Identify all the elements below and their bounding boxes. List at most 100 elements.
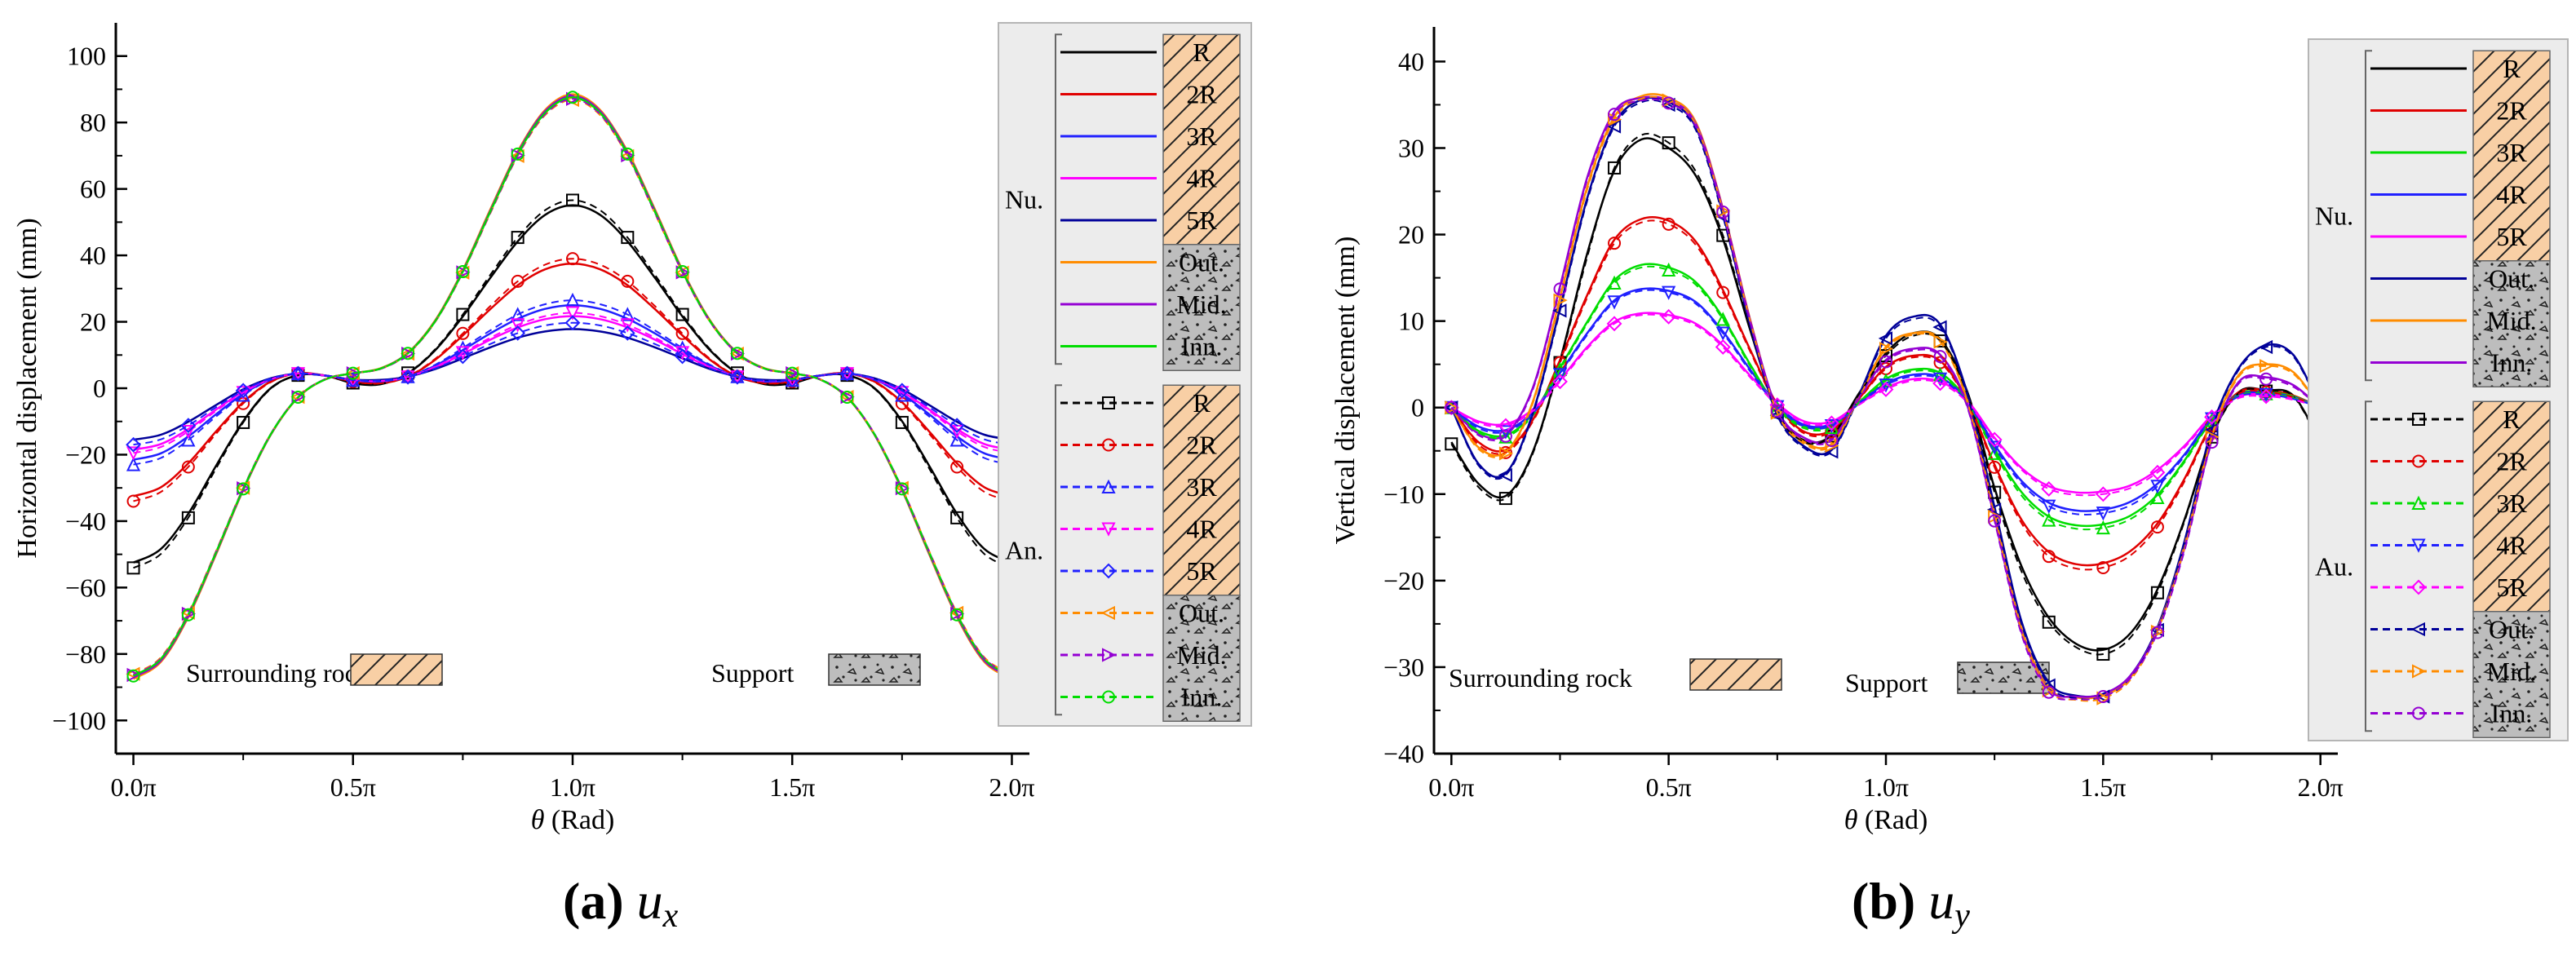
- data-point: [456, 265, 470, 279]
- numerical-series-5: [1450, 96, 2321, 698]
- legend-marker: [1102, 648, 1117, 662]
- data-point: [1608, 108, 1622, 122]
- x-axis-label: θ (Rad): [531, 805, 615, 835]
- data-point: [2149, 464, 2166, 480]
- data-point: [565, 292, 580, 307]
- x-axis-label: θ (Rad): [1844, 805, 1928, 835]
- legend-entry-3: 4R: [2496, 180, 2527, 210]
- data-point: [2150, 489, 2165, 505]
- numerical-series-5: [132, 93, 1013, 680]
- legend-entry-7: Inn.: [1181, 332, 1223, 361]
- data-point: [401, 347, 415, 361]
- data-point: [1552, 374, 1568, 390]
- legend-marker: [2412, 706, 2425, 720]
- data-point: [1879, 341, 1894, 356]
- analytical-series-3: [1450, 289, 2321, 515]
- legend-group-analytical: Au.: [2315, 551, 2353, 581]
- data-point: [181, 608, 195, 622]
- data-point: [675, 307, 689, 321]
- data-point: [346, 366, 360, 380]
- data-point: [1932, 320, 1947, 334]
- y-tick-label: 0: [1411, 393, 1424, 422]
- y-tick-label: 40: [80, 241, 106, 270]
- data-point: [565, 306, 580, 321]
- caption-a-var: u: [636, 872, 663, 930]
- data-point: [2150, 520, 2164, 534]
- legend-entry-1: 2R: [2496, 447, 2527, 476]
- legend-support-swatch: [2472, 611, 2551, 738]
- data-point: [729, 369, 746, 385]
- data-point: [566, 91, 579, 104]
- legend-support-swatch: [1162, 595, 1241, 722]
- numerical-series-3: [1450, 287, 2321, 512]
- data-point: [1445, 400, 1458, 414]
- legend-entry-5: Out.: [2489, 264, 2534, 294]
- data-point: [1608, 237, 1622, 250]
- x-tick-label: 2.0π: [2298, 772, 2344, 802]
- data-point: [621, 274, 635, 288]
- legend-entry-5: Out.: [1179, 248, 1224, 277]
- data-point: [181, 511, 195, 524]
- legend-entry-3: 4R: [1186, 164, 1217, 193]
- legend-rock-swatch: [2472, 50, 2551, 262]
- data-point: [1552, 303, 1567, 318]
- data-point: [511, 318, 525, 333]
- material-label-rock: Surrounding rock: [186, 658, 370, 688]
- analytical-series-6: [132, 98, 1013, 676]
- legend-entry-0: R: [1193, 388, 1211, 418]
- data-point: [1498, 418, 1514, 434]
- data-point: [950, 608, 964, 622]
- legend-marker: [2412, 454, 2425, 468]
- legend-rock-swatch: [1162, 33, 1241, 246]
- data-point: [290, 365, 306, 382]
- data-point: [235, 383, 251, 399]
- panel-b: −40 −30 −20 −10 0 10 20 30 40 0.0π 0.5π 1.0π 1.5π 2.0…: [1330, 27, 2569, 835]
- data-point: [564, 315, 581, 331]
- data-point: [1552, 368, 1568, 383]
- legend-entry-4: 5R: [2496, 222, 2527, 251]
- legend-marker: [2410, 579, 2427, 595]
- data-point: [619, 325, 635, 341]
- data-point: [2096, 520, 2110, 535]
- data-point: [1662, 285, 1676, 300]
- data-point: [511, 147, 524, 161]
- data-point: [675, 340, 690, 355]
- data-point: [456, 326, 470, 340]
- data-point: [1987, 440, 2002, 455]
- data-point: [511, 274, 524, 288]
- legend-entry-0: R: [1193, 38, 1211, 67]
- data-point: [2260, 359, 2274, 374]
- y-tick-label: −30: [1383, 653, 1424, 682]
- data-point: [1879, 373, 1893, 387]
- data-point: [511, 231, 524, 245]
- legend-entry-1: 2R: [1186, 431, 1217, 460]
- data-point: [1662, 96, 1675, 110]
- panel-b-legend: Nu. R 2R 3R 4R 5R Out. Mid. Inn. Au. R 2R 3R 4R 5R Out.…: [2308, 38, 2569, 741]
- data-point: [400, 369, 416, 385]
- data-point: [950, 460, 964, 474]
- legend-marker: [1101, 522, 1116, 537]
- legend-marker: [2412, 413, 2425, 426]
- data-point: [949, 418, 965, 434]
- legend-group-numerical: Nu.: [2315, 201, 2353, 230]
- legend-entry-5: Out.: [1179, 599, 1224, 628]
- analytical-markers-5: [1444, 97, 2327, 704]
- data-point: [839, 365, 855, 382]
- legend-entry-7: Inn.: [1181, 683, 1223, 712]
- y-tick-label: 60: [80, 175, 106, 204]
- y-axis-label: Horizontal displacement (mm): [12, 218, 42, 558]
- y-tick-label: −20: [65, 440, 106, 469]
- analytical-series-0: [133, 199, 1012, 569]
- data-point: [181, 432, 196, 447]
- material-swatch-support: [828, 653, 921, 686]
- data-point: [895, 482, 909, 496]
- legend-entry-2: 3R: [1186, 122, 1217, 151]
- data-point: [2150, 586, 2164, 599]
- y-tick-label: 80: [80, 108, 106, 137]
- analytical-series-1: [133, 258, 1012, 502]
- analytical-series-5: [1450, 99, 2321, 701]
- analytical-series-5: [132, 99, 1013, 675]
- numerical-series-4: [1450, 312, 2321, 494]
- caption-a: (a) ux: [563, 872, 679, 935]
- analytical-series-2: [1450, 265, 2321, 531]
